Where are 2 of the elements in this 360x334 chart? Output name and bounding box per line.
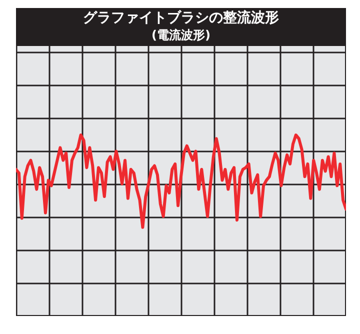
chart-subtitle: (電流波形) bbox=[150, 27, 212, 43]
chart-title: グラファイトブラシの整流波形 bbox=[82, 8, 280, 27]
